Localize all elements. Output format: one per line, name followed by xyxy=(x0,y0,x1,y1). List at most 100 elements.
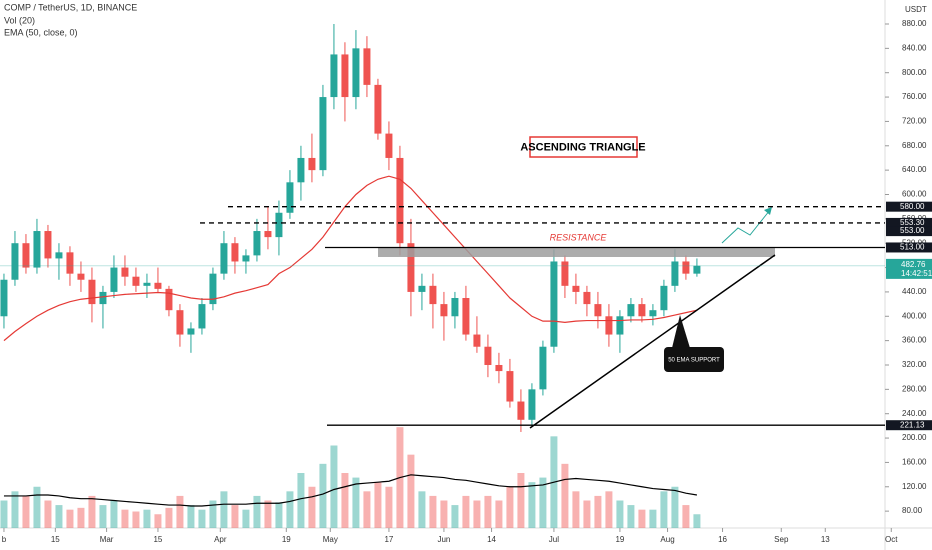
candle-body xyxy=(220,243,228,274)
x-tick-label: 13 xyxy=(821,535,830,544)
volume-bar xyxy=(242,509,250,528)
y-tick-label: 240.00 xyxy=(902,409,927,418)
volume-bar xyxy=(660,491,668,528)
y-tick-label: 200.00 xyxy=(902,433,927,442)
candle-body xyxy=(451,298,459,317)
volume-bar xyxy=(165,507,173,528)
callout-label: 50 EMA SUPPORT xyxy=(668,358,720,364)
candle-body xyxy=(231,243,239,262)
volume-bar xyxy=(605,491,613,528)
candle-body xyxy=(352,48,360,98)
resistance-zone xyxy=(378,247,775,257)
y-tick-label: 840.00 xyxy=(902,43,927,52)
volume-bar xyxy=(539,477,547,528)
volume-bar xyxy=(363,491,371,528)
candle-body xyxy=(528,389,536,420)
volume-bar xyxy=(132,511,140,528)
y-tick-label: 320.00 xyxy=(902,360,927,369)
volume-bar xyxy=(55,505,63,528)
x-tick-label: 15 xyxy=(153,535,162,544)
y-tick-label: 440.00 xyxy=(902,287,927,296)
candle-body xyxy=(132,276,140,286)
volume-bar xyxy=(671,486,679,528)
last-price-label: 482.76 xyxy=(901,260,926,269)
candle-body xyxy=(440,304,448,317)
y-tick-label: 400.00 xyxy=(902,311,927,320)
volume-bar xyxy=(99,505,107,528)
volume-bar xyxy=(462,495,470,528)
x-tick-label: Jun xyxy=(437,535,450,544)
volume-bar xyxy=(187,505,195,528)
candle-body xyxy=(66,252,74,274)
candle-body xyxy=(88,279,96,305)
volume-bar xyxy=(176,495,184,528)
candle-body xyxy=(462,298,470,335)
y-tick-label: 680.00 xyxy=(902,141,927,150)
volume-bar xyxy=(275,502,283,528)
volume-bar xyxy=(341,473,349,528)
volume-bar xyxy=(330,445,338,528)
candle-body xyxy=(693,265,701,274)
candle-body xyxy=(385,133,393,158)
y-tick-label: 880.00 xyxy=(902,19,927,28)
level-tag xyxy=(886,217,932,228)
candle-body xyxy=(495,364,503,372)
volume-bar xyxy=(308,486,316,528)
candle-body xyxy=(429,285,437,305)
candle-body xyxy=(143,282,151,286)
y-tick-label: 160.00 xyxy=(902,458,927,467)
candle-body xyxy=(121,267,129,277)
indicator-label: Vol (20) xyxy=(4,15,35,25)
volume-bar xyxy=(352,477,360,528)
candle-body xyxy=(561,261,569,286)
candle-body xyxy=(253,231,261,256)
level-tag xyxy=(886,201,932,212)
x-tick-label: 14 xyxy=(487,535,496,544)
y-tick-label: 720.00 xyxy=(902,117,927,126)
candle-body xyxy=(242,255,250,262)
volume-bar xyxy=(297,473,305,528)
volume-bar xyxy=(286,491,294,528)
candle-body xyxy=(550,261,558,347)
volume-bar xyxy=(506,486,514,528)
x-tick-label: 19 xyxy=(615,535,624,544)
candle-body xyxy=(264,231,272,238)
volume-bar xyxy=(451,505,459,528)
x-tick-label: Oct xyxy=(885,535,898,544)
level-tag xyxy=(886,242,932,253)
x-tick-label: Jul xyxy=(549,535,559,544)
volume-bar xyxy=(319,463,327,528)
candle-body xyxy=(44,231,52,259)
candle-body xyxy=(682,261,690,274)
volume-bar xyxy=(121,509,129,528)
chart-title: COMP / TetherUS, 1D, BINANCE xyxy=(4,2,137,12)
volume-bar xyxy=(473,500,481,528)
y-tick-label: 800.00 xyxy=(902,68,927,77)
candle-body xyxy=(22,243,30,268)
candle-body xyxy=(396,157,404,244)
pattern-label: ASCENDING TRIANGLE xyxy=(520,141,645,153)
volume-bar xyxy=(627,505,635,528)
level-tag xyxy=(886,420,932,431)
volume-bar xyxy=(528,482,536,528)
pattern-box xyxy=(529,136,638,158)
x-tick-label: b xyxy=(2,535,7,544)
candle-body xyxy=(11,243,19,280)
x-tick-label: 16 xyxy=(718,535,727,544)
candle-body xyxy=(363,48,371,85)
volume-bar xyxy=(583,500,591,528)
volume-bar xyxy=(0,500,8,528)
candle-body xyxy=(0,279,8,317)
volume-bar xyxy=(198,509,206,528)
candle-body xyxy=(286,182,294,213)
x-tick-label: Mar xyxy=(100,535,114,544)
volume-bar xyxy=(484,495,492,528)
x-tick-label: Apr xyxy=(214,535,227,544)
volume-bar xyxy=(110,500,118,528)
volume-bar xyxy=(517,473,525,528)
candle-body xyxy=(572,285,580,292)
candle-body xyxy=(275,212,283,238)
candle-body xyxy=(198,304,206,329)
indicator-label: EMA (50, close, 0) xyxy=(4,27,78,37)
